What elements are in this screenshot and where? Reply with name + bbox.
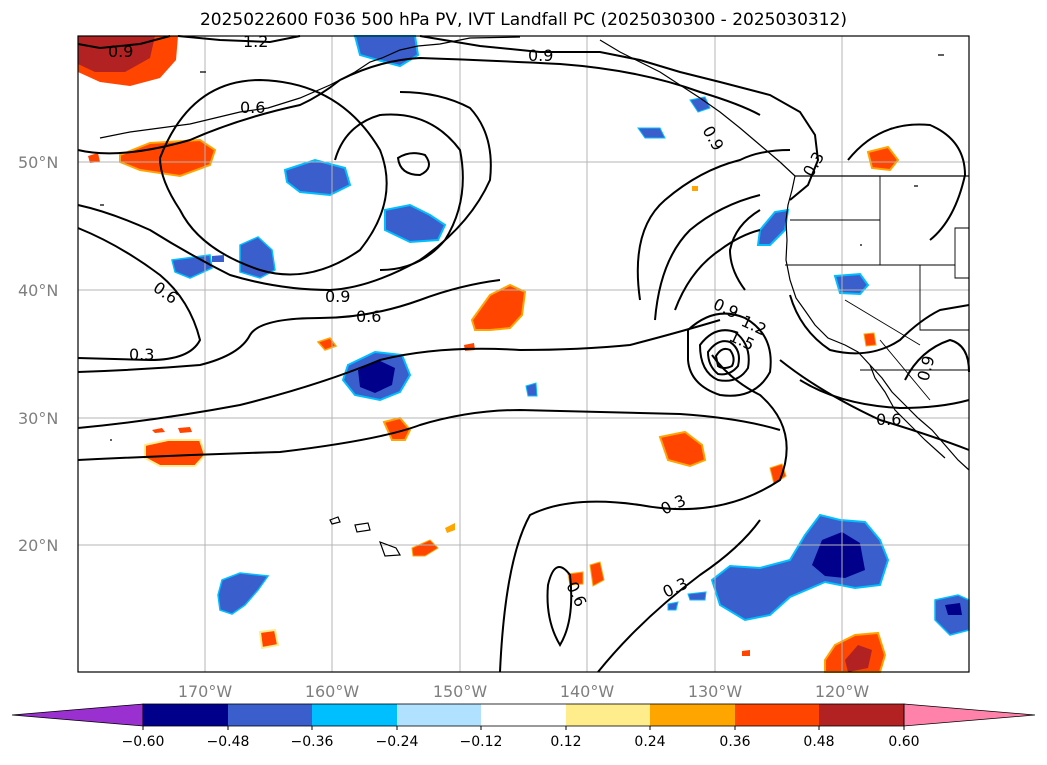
colorbar-segment: [566, 704, 650, 726]
map-frame: [77, 35, 970, 673]
map-gridlines: [78, 36, 969, 672]
contour-label: 1.2: [243, 32, 268, 51]
colorbar: −0.60 −0.48 −0.36 −0.24 −0.12 0.12 0.24 0.36 0.4…: [11, 703, 1036, 750]
lat-label: 40°N: [18, 281, 58, 300]
contour-label: 0.9: [108, 42, 133, 61]
colorbar-segment: [819, 704, 904, 726]
colorbar-tick-label: −0.12: [460, 734, 503, 750]
lon-label: 160°W: [305, 682, 360, 701]
colorbar-extend-high: [903, 703, 1036, 727]
colorbar-tick-label: −0.24: [376, 734, 419, 750]
colorbar-segment: [650, 704, 735, 726]
lon-label: 130°W: [688, 682, 743, 701]
contour-label: 0.6: [876, 410, 901, 429]
colorbar-segment: [397, 704, 481, 726]
colorbar-segment: [228, 704, 312, 726]
lat-label: 20°N: [18, 536, 58, 555]
colorbar-tick-label: 0.12: [550, 734, 581, 750]
colorbar-tick-label: 0.48: [803, 734, 834, 750]
colorbar-extend-low: [11, 703, 144, 727]
lon-label: 170°W: [178, 682, 233, 701]
contour-label: 0.9: [325, 287, 350, 306]
colorbar-tick-label: −0.60: [122, 734, 165, 750]
colorbar-tick-label: 0.60: [888, 734, 919, 750]
map-title: 2025022600 F036 500 hPa PV, IVT Landfall…: [199, 10, 847, 30]
lon-label: 140°W: [560, 682, 615, 701]
lon-label: 120°W: [815, 682, 870, 701]
colorbar-outline: [142, 703, 905, 727]
lat-label: 50°N: [18, 153, 58, 172]
lat-label: 30°N: [18, 409, 58, 428]
colorbar-tick-label: 0.24: [634, 734, 665, 750]
latitude-labels: 50°N 40°N 30°N 20°N: [18, 153, 58, 555]
contour-label: 0.6: [356, 307, 381, 326]
contour-label: 0.3: [129, 345, 154, 364]
pv-contours: [77, 35, 970, 673]
colorbar-tick-label: −0.48: [207, 734, 250, 750]
colorbar-tick-label: 0.36: [719, 734, 750, 750]
map-panel: 0.9 1.2 0.9 0.6 0.6 0.9 0.6 0.3 0.9 1.5 …: [77, 32, 970, 673]
lon-label: 150°W: [433, 682, 488, 701]
colorbar-segment: [143, 704, 228, 726]
contour-label: 0.6: [240, 98, 265, 117]
coastlines: [99, 36, 970, 557]
colorbar-segment: [312, 704, 397, 726]
contour-label: 0.9: [528, 46, 553, 65]
colorbar-segment: [481, 704, 566, 726]
colorbar-tick-label: −0.36: [291, 734, 334, 750]
longitude-labels: 170°W 160°W 150°W 140°W 130°W 120°W: [178, 682, 870, 701]
colorbar-segment: [735, 704, 819, 726]
